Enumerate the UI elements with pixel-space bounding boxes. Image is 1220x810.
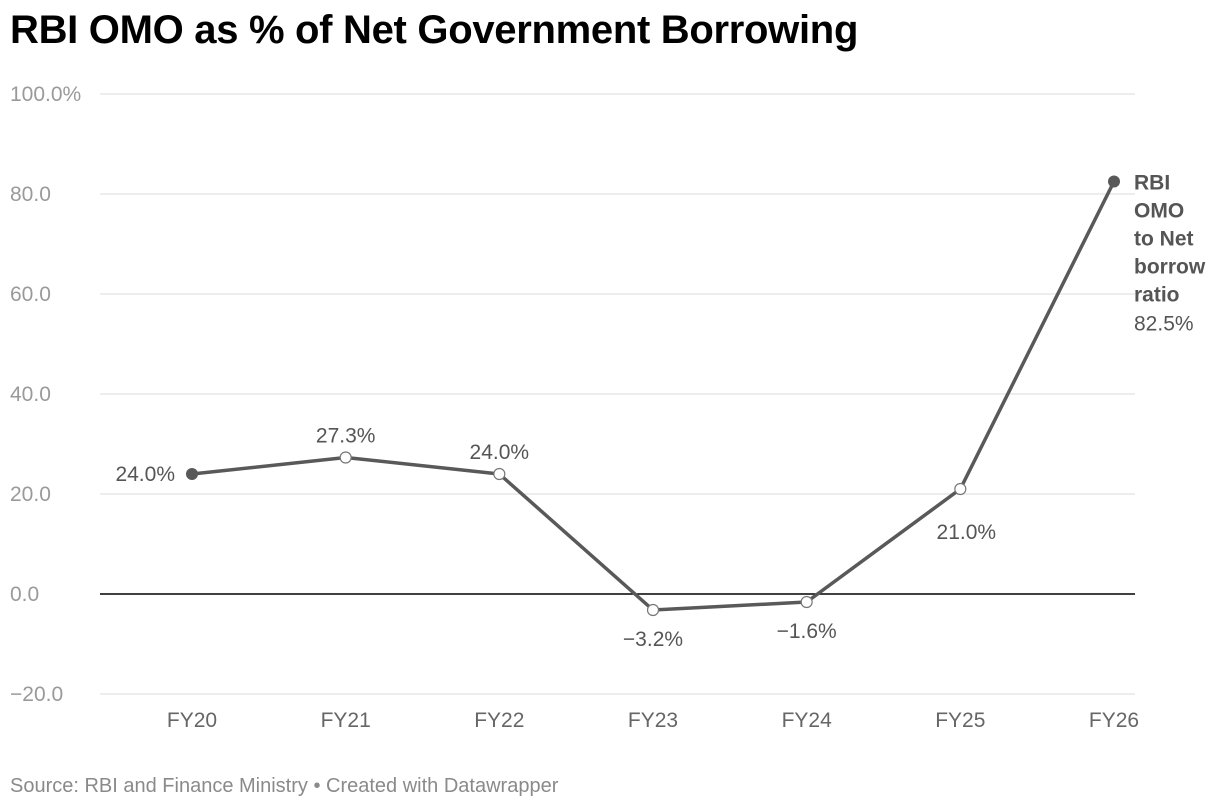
y-tick-label: 20.0 [10, 483, 51, 506]
series-label: to Net [1134, 228, 1194, 251]
data-point [493, 467, 506, 481]
x-tick-label: FY25 [935, 709, 985, 732]
x-tick-label: FY20 [167, 709, 217, 732]
line-chart: −20.0 0.0 20.0 40.0 60.0 80.0 100.0% FY20 FY21 FY… [10, 83, 1206, 732]
data-point-filled [186, 468, 198, 480]
data-label: −1.6% [777, 620, 837, 643]
series-label: borrow [1134, 256, 1206, 279]
data-point-filled [1108, 175, 1120, 188]
y-tick-label: 100.0% [10, 83, 81, 106]
chart-title: RBI OMO as % of Net Government Borrowing [10, 8, 859, 52]
y-tick-label: 80.0 [10, 183, 51, 206]
y-tick-label: 0.0 [10, 583, 39, 606]
series-label: ratio [1134, 284, 1180, 307]
data-point [646, 603, 660, 617]
end-value-label: 82.5% [1134, 313, 1194, 336]
series-label: OMO [1134, 200, 1184, 223]
y-tick-label: 60.0 [10, 283, 51, 306]
x-tick-label: FY21 [321, 709, 371, 732]
y-tick-label: 40.0 [10, 383, 51, 406]
data-label: 27.3% [316, 425, 376, 448]
data-label: 24.0% [115, 463, 175, 486]
data-label: 21.0% [937, 521, 997, 544]
data-point [800, 595, 813, 609]
x-tick-label: FY24 [782, 709, 833, 732]
source-footer: Source: RBI and Finance Ministry • Creat… [10, 775, 559, 797]
y-tick-label: −20.0 [10, 683, 63, 706]
x-tick-label: FY23 [628, 709, 678, 732]
x-tick-label: FY26 [1089, 709, 1139, 732]
data-point [954, 482, 967, 496]
data-label: −3.2% [623, 628, 683, 651]
data-point [339, 451, 352, 464]
data-label: 24.0% [470, 441, 530, 464]
series-label: RBI [1134, 172, 1170, 195]
x-tick-label: FY22 [474, 709, 524, 732]
series-line [190, 179, 1116, 612]
